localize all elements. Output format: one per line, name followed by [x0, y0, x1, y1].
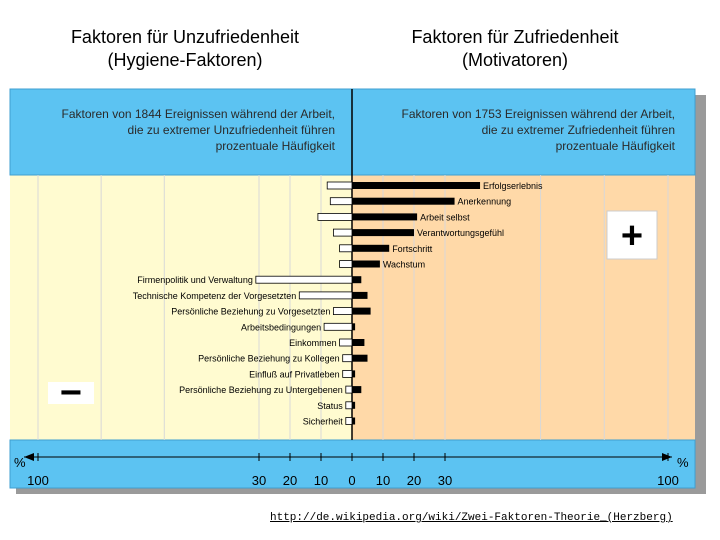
left-heading: Faktoren für Unzufriedenheit (Hygiene-Fa…	[20, 26, 350, 72]
bar-satisfaction	[352, 401, 356, 409]
x-unit-right: %	[677, 455, 689, 470]
bar-dissatisfaction	[339, 260, 353, 268]
bar-satisfaction	[352, 339, 365, 346]
right-heading-line-2: (Motivatoren)	[461, 50, 569, 70]
bar-satisfaction	[352, 417, 356, 425]
x-tick-label: 20	[407, 473, 421, 488]
bar-dissatisfaction	[339, 338, 353, 347]
bar-dissatisfaction	[342, 354, 353, 363]
bar-dissatisfaction	[326, 181, 353, 190]
plus-box	[606, 210, 658, 260]
bar-satisfaction	[352, 354, 368, 362]
right-heading: Faktoren für Zufriedenheit (Motivatoren)	[355, 26, 675, 72]
bar-satisfaction	[352, 370, 356, 378]
x-ticks: 100 30 20 10 0 10 20 30 100	[27, 453, 679, 488]
category-label: Sicherheit	[303, 417, 344, 427]
bar-dissatisfaction	[255, 275, 353, 284]
x-axis-arrow-right	[662, 453, 672, 461]
category-label: Status	[317, 401, 343, 411]
right-panel-header	[351, 88, 696, 176]
bar-dissatisfaction	[317, 212, 353, 221]
left-heading-line-2: (Hygiene-Faktoren)	[107, 50, 263, 70]
category-label: Einfluß auf Privatleben	[249, 369, 340, 379]
x-unit-left: %	[14, 455, 26, 470]
category-labels: Erfolgserlebnis Anerkennung Arbeit selbst V…	[133, 181, 543, 427]
category-label: Persönliche Beziehung zu Kollegen	[198, 354, 340, 364]
category-label: Fortschritt	[392, 244, 433, 254]
bar-satisfaction	[352, 213, 418, 221]
category-label: Erfolgserlebnis	[483, 181, 543, 191]
bar-dissatisfaction	[332, 228, 353, 237]
x-tick-label: 10	[314, 473, 328, 488]
category-label: Technische Kompetenz der Vorgesetzten	[133, 291, 297, 301]
source-url[interactable]: http://de.wikipedia.org/wiki/Zwei-Faktor…	[270, 512, 673, 524]
bar-dissatisfaction	[298, 291, 353, 300]
bar-satisfaction	[352, 182, 481, 189]
bar-dissatisfaction	[342, 369, 353, 378]
right-panel-text-1: Faktoren von 1753 Ereignissen während de…	[402, 107, 676, 121]
left-panel-text-1: Faktoren von 1844 Ereignissen während de…	[62, 107, 336, 121]
x-tick-label: 30	[438, 473, 452, 488]
bar-dissatisfaction	[345, 417, 353, 425]
x-tick-label: 100	[27, 473, 49, 488]
category-label: Arbeit selbst	[420, 212, 470, 222]
bar-satisfaction	[352, 244, 390, 252]
category-label: Arbeitsbedingungen	[241, 322, 321, 332]
bar-satisfaction	[352, 323, 356, 331]
right-panel-text-3: prozentuale Häufigkeit	[556, 139, 676, 153]
body-shadow	[695, 183, 706, 446]
category-label: Verantwortungsgefühl	[417, 228, 504, 238]
plus-sign: +	[621, 215, 643, 257]
bar-satisfaction	[352, 291, 368, 299]
bar-dissatisfaction	[329, 197, 353, 206]
bar-dissatisfaction	[339, 244, 353, 253]
x-tick-label: 10	[376, 473, 390, 488]
x-tick-label: 100	[657, 473, 679, 488]
bar-dissatisfaction	[345, 385, 353, 394]
x-axis-arrow-left	[24, 453, 34, 461]
axis-panel	[9, 439, 696, 489]
bar-dissatisfaction	[345, 401, 353, 410]
bar-satisfaction	[352, 386, 362, 394]
bars	[255, 181, 481, 425]
right-heading-line-1: Faktoren für Zufriedenheit	[411, 27, 619, 47]
x-tick-label: 30	[252, 473, 266, 488]
category-label: Persönliche Beziehung zu Vorgesetzten	[171, 307, 330, 317]
bar-satisfaction	[352, 197, 455, 205]
right-panel-text-2: die zu extremer Zufriedenheit führen	[482, 123, 675, 137]
left-panel-text-3: prozentuale Häufigkeit	[216, 139, 336, 153]
minus-box	[48, 382, 94, 404]
category-label: Einkommen	[289, 338, 337, 348]
bar-satisfaction	[352, 276, 362, 284]
left-panel-header	[9, 88, 353, 176]
bar-satisfaction	[352, 307, 371, 315]
minus-sign: −	[60, 372, 82, 414]
category-label: Persönliche Beziehung zu Untergebenen	[179, 385, 343, 395]
bar-dissatisfaction	[323, 322, 353, 331]
category-label: Wachstum	[383, 260, 425, 270]
category-label: Firmenpolitik und Verwaltung	[137, 275, 253, 285]
category-label: Anerkennung	[458, 197, 512, 207]
bar-dissatisfaction	[332, 307, 353, 316]
bar-satisfaction	[352, 260, 380, 268]
left-panel-text-2: die zu extremer Unzufriedenheit führen	[128, 123, 335, 137]
left-heading-line-1: Faktoren für Unzufriedenheit	[70, 27, 300, 47]
bar-satisfaction	[352, 229, 414, 237]
x-tick-label: 0	[348, 473, 355, 488]
x-tick-label: 20	[283, 473, 297, 488]
